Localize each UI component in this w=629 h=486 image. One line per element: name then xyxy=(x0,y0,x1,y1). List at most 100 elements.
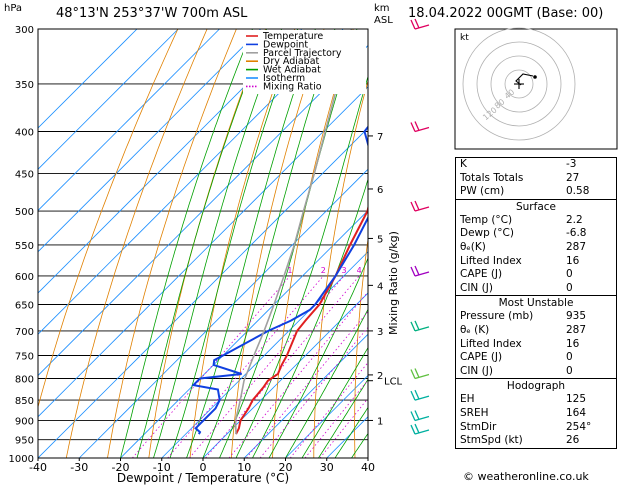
pressure-tick-label: 450 xyxy=(15,169,34,180)
hodograph-table-title: Hodograph xyxy=(456,378,616,393)
surface-label: Dewp (°C) xyxy=(460,227,514,240)
legend-label: Dry Adiabat xyxy=(263,56,320,67)
wind-barb-feather xyxy=(414,389,420,400)
temp-tick-label: -10 xyxy=(153,461,171,474)
wind-barb-feather xyxy=(410,266,416,277)
dry-adiabat xyxy=(107,29,237,458)
index-row: PW (cm) 0.58 xyxy=(456,185,616,199)
dry-adiabat xyxy=(65,29,208,458)
hpa-unit-label: hPa xyxy=(4,3,23,14)
most-unstable-value: 287 xyxy=(566,323,587,336)
most-unstable-title: Most Unstable xyxy=(456,295,616,310)
km-tick-label: 1 xyxy=(377,416,383,427)
isotherm-line xyxy=(38,127,368,458)
isotherm-line xyxy=(38,29,303,294)
wind-barb-feather xyxy=(414,121,420,131)
wet-adiabat xyxy=(301,346,368,458)
pressure-tick-label: 950 xyxy=(15,436,34,447)
hodograph-ring xyxy=(476,41,562,127)
legend-label: Isotherm xyxy=(263,73,305,84)
pressure-tick-label: 500 xyxy=(15,207,34,218)
isotherm-line xyxy=(285,374,368,458)
most-unstable-row: θₑ (K) 287 xyxy=(456,324,616,338)
wind-barb-feather xyxy=(414,265,420,276)
hodograph-row: StmDir 254° xyxy=(456,421,616,435)
surface-rows: Temp (°C) 2.2 Dewp (°C) -6.8 θₑ(K) 287 Lifted … xyxy=(456,214,616,296)
pressure-tick-label: 400 xyxy=(15,128,34,139)
index-value: -3 xyxy=(566,158,577,170)
x-axis-label: Dewpoint / Temperature (°C) xyxy=(117,471,289,485)
wind-barb-feather xyxy=(410,424,416,435)
footer-credit: © weatheronline.co.uk xyxy=(463,470,589,483)
most-unstable-row: CAPE (J) 0 xyxy=(456,351,616,365)
pressure-tick-label: 750 xyxy=(15,351,34,362)
surface-value: 2.2 xyxy=(566,213,583,226)
legend-label: Wet Adiabat xyxy=(263,65,321,76)
hodograph-label: EH xyxy=(460,393,475,406)
isotherm-line xyxy=(38,29,220,212)
pressure-tick-label: 350 xyxy=(15,80,34,91)
most-unstable-value: 935 xyxy=(566,310,587,323)
temp-tick-label: 20 xyxy=(279,461,293,474)
wind-barb xyxy=(414,395,430,401)
most-unstable-row: Pressure (mb) 935 xyxy=(456,310,616,324)
mixing-ratio-line xyxy=(205,275,360,458)
index-row: K -3 xyxy=(456,158,616,172)
surface-title: Surface xyxy=(456,198,616,214)
wet-adiabat xyxy=(252,177,368,458)
isotherm-line xyxy=(38,29,344,335)
hodograph-value: 254° xyxy=(566,420,592,433)
most-unstable-value: 0 xyxy=(566,351,573,364)
temp-tick-label: -20 xyxy=(112,461,130,474)
index-row: Totals Totals 27 xyxy=(456,172,616,186)
dry-adiabat xyxy=(148,29,266,458)
temp-tick-label: 10 xyxy=(237,461,251,474)
surface-label: Lifted Index xyxy=(460,254,522,267)
mixing-ratio-label: 6 xyxy=(379,266,384,275)
surface-label: θₑ(K) xyxy=(460,240,486,253)
hodograph-row: StmSpd (kt) 26 xyxy=(456,434,616,448)
legend-label: Dewpoint xyxy=(263,39,308,50)
surface-label: Temp (°C) xyxy=(460,213,513,226)
hodograph-row: EH 125 xyxy=(456,393,616,407)
wind-barb-feather xyxy=(414,18,420,29)
mixing-ratio-label: 1 xyxy=(287,266,292,275)
index-value: 27 xyxy=(566,171,580,184)
legend-background xyxy=(243,30,366,94)
wind-barb-feather xyxy=(410,19,416,30)
hodograph-rows: EH 125 SREH 164 StmDir 254° StmSpd (kt) 26 xyxy=(456,393,616,447)
mixing-ratio-label: 3 xyxy=(341,266,346,275)
series-dewpoint xyxy=(191,125,368,435)
wind-barb-feather xyxy=(414,200,420,211)
wet-adiabat xyxy=(334,406,368,458)
indices-rows: K -3 Totals Totals 27 PW (cm) 0.58 xyxy=(456,158,616,199)
hodograph-end-point xyxy=(533,75,537,79)
surface-label: CAPE (J) xyxy=(460,268,503,281)
pressure-tick-label: 550 xyxy=(15,241,34,252)
wind-barb-feather xyxy=(414,410,420,420)
mixing-ratio-line xyxy=(246,310,368,458)
wet-adiabat xyxy=(153,29,282,458)
pressure-tick-label: 900 xyxy=(15,416,34,427)
wind-barb-feather xyxy=(414,368,420,378)
axes-layer: 3003504004505005506006507007508008509009… xyxy=(9,25,403,485)
most-unstable-label: CAPE (J) xyxy=(460,351,503,364)
temp-tick-label: -40 xyxy=(29,461,47,474)
most-unstable-rows: Pressure (mb) 935 θₑ (K) 287 Lifted Index 16 C… xyxy=(456,310,616,378)
pressure-tick-label: 700 xyxy=(15,327,34,338)
wind-barb xyxy=(414,429,430,435)
isotherm-line xyxy=(38,29,262,253)
hodograph-ring xyxy=(490,55,548,113)
dry-adiabat xyxy=(38,29,179,409)
pressure-tick-label: 600 xyxy=(15,272,34,283)
km-unit-label: km xyxy=(374,3,390,14)
surface-value: 287 xyxy=(566,240,587,253)
surface-value: -6.8 xyxy=(566,227,587,240)
surface-value: 16 xyxy=(566,254,580,267)
index-label: K xyxy=(460,158,467,170)
asl-unit-label: ASL xyxy=(374,15,393,26)
wet-adiabat xyxy=(202,29,336,458)
dry-adiabat xyxy=(189,29,296,458)
surface-label: CIN (J) xyxy=(460,281,493,294)
